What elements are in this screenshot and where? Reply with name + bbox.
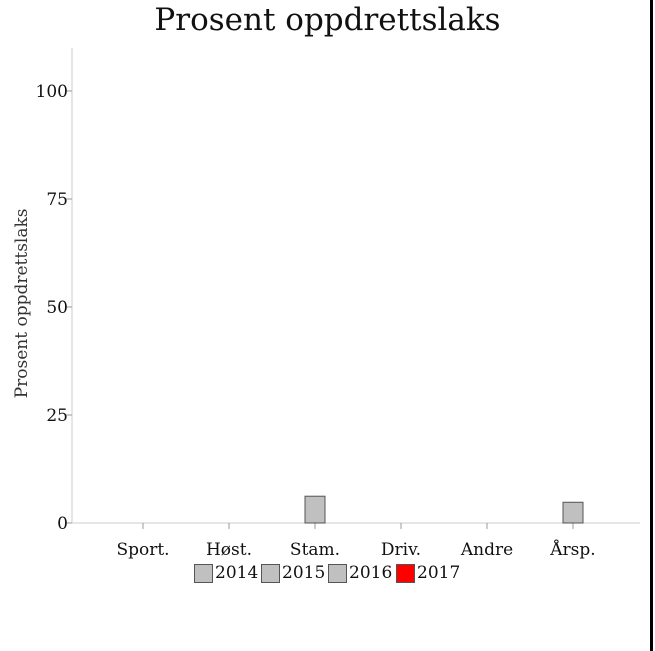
- y-axis-title: Prosent oppdrettslaks: [12, 208, 32, 398]
- y-tick-label: 0: [57, 514, 68, 534]
- right-border: [650, 0, 653, 651]
- legend-swatch: [328, 563, 347, 583]
- legend-swatch: [261, 563, 280, 583]
- legend-label: 2017: [417, 563, 461, 583]
- x-tick-label: Sport.: [116, 540, 169, 560]
- legend-item: 2016: [328, 561, 392, 585]
- legend-label: 2015: [282, 563, 326, 583]
- legend-item: 2017: [396, 561, 460, 585]
- legend: 2014 2015 2016 2017: [0, 561, 655, 585]
- chart-title: Prosent oppdrettslaks: [154, 2, 501, 38]
- legend-label: 2016: [349, 563, 393, 583]
- x-tick-label: Årsp.: [549, 539, 595, 560]
- legend-swatch: [396, 563, 415, 583]
- y-tick-label: 25: [46, 406, 68, 426]
- plot-area: 0 25 50 75 100 Prosent oppdrettslaks Sport. Høs…: [12, 47, 640, 560]
- x-tick-label: Driv.: [381, 540, 421, 560]
- legend-item: 2014: [194, 561, 258, 585]
- legend-swatch: [194, 563, 213, 583]
- legend-label: 2014: [215, 563, 259, 583]
- bar-2016: [304, 495, 326, 524]
- bar-2016: [562, 501, 584, 524]
- x-tick-label: Stam.: [290, 540, 340, 560]
- y-tick-label: 50: [46, 298, 68, 318]
- y-tick-label: 100: [36, 82, 68, 102]
- x-tick-label: Høst.: [206, 540, 252, 560]
- legend-item: 2015: [261, 561, 325, 585]
- x-tick-label: Andre: [460, 540, 513, 560]
- y-tick-label: 75: [46, 190, 68, 210]
